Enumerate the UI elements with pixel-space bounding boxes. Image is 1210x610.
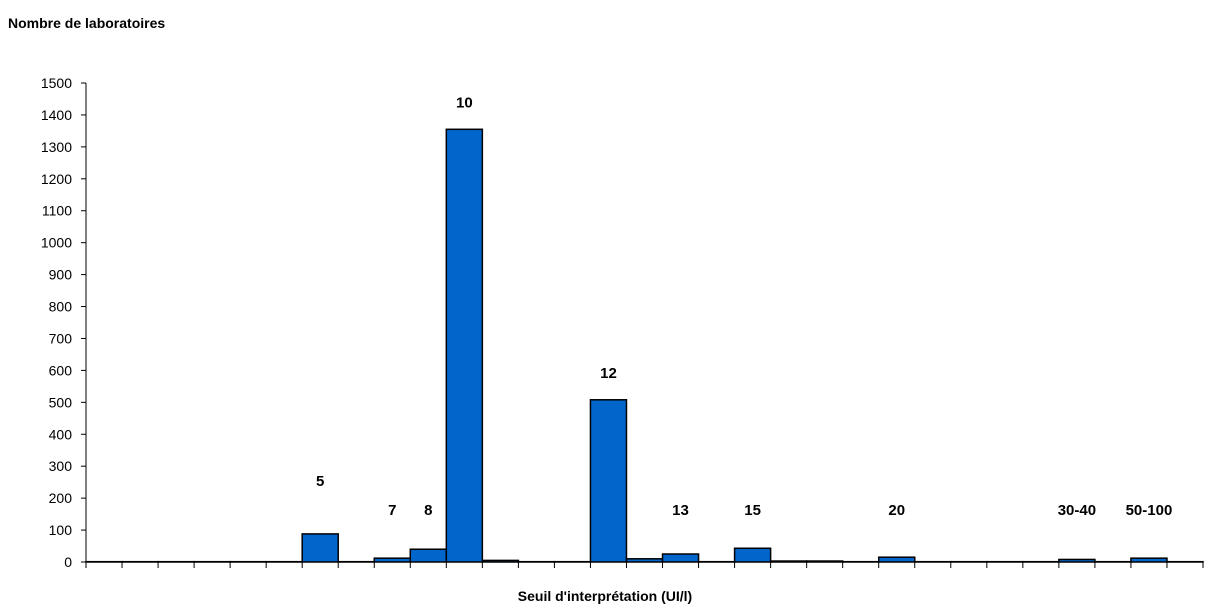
y-tick-label: 900 [49, 267, 73, 283]
data-label: 7 [388, 502, 396, 519]
y-tick-label: 500 [49, 394, 73, 410]
data-label: 5 [316, 473, 324, 490]
x-axis-title: Seuil d'interprétation (UI/l) [517, 588, 693, 604]
y-tick-label: 700 [49, 330, 73, 346]
y-tick-label: 1200 [41, 171, 72, 187]
data-label: 8 [424, 502, 432, 519]
y-tick-label: 0 [64, 554, 72, 570]
bar [877, 556, 916, 563]
data-label: 13 [672, 502, 689, 519]
y-tick-label: 400 [49, 426, 73, 442]
data-label: 15 [744, 502, 761, 519]
y-tick-label: 300 [49, 458, 73, 474]
bar [373, 557, 412, 563]
y-tick-label: 1100 [42, 203, 72, 219]
bar [1130, 557, 1168, 563]
data-label: 50-100 [1126, 502, 1173, 519]
y-tick-label: 200 [49, 490, 73, 506]
bar [589, 399, 628, 563]
y-tick-label: 1400 [41, 107, 72, 123]
bar [445, 128, 484, 563]
data-label: 10 [456, 94, 473, 111]
data-label: 12 [600, 365, 617, 382]
y-axis-title: Nombre de laboratoires [8, 15, 166, 31]
y-tick-label: 600 [49, 362, 73, 378]
bar [661, 553, 700, 563]
y-tick-label: 100 [49, 522, 73, 538]
y-tick-label: 1300 [41, 139, 72, 155]
y-tick-label: 1000 [41, 235, 72, 251]
bar [301, 533, 339, 563]
bar [733, 547, 772, 563]
data-label: 30-40 [1058, 502, 1096, 519]
y-tick-label: 1500 [41, 75, 72, 91]
y-tick-label: 800 [49, 299, 73, 315]
data-label: 20 [888, 502, 905, 519]
bar [409, 548, 448, 563]
